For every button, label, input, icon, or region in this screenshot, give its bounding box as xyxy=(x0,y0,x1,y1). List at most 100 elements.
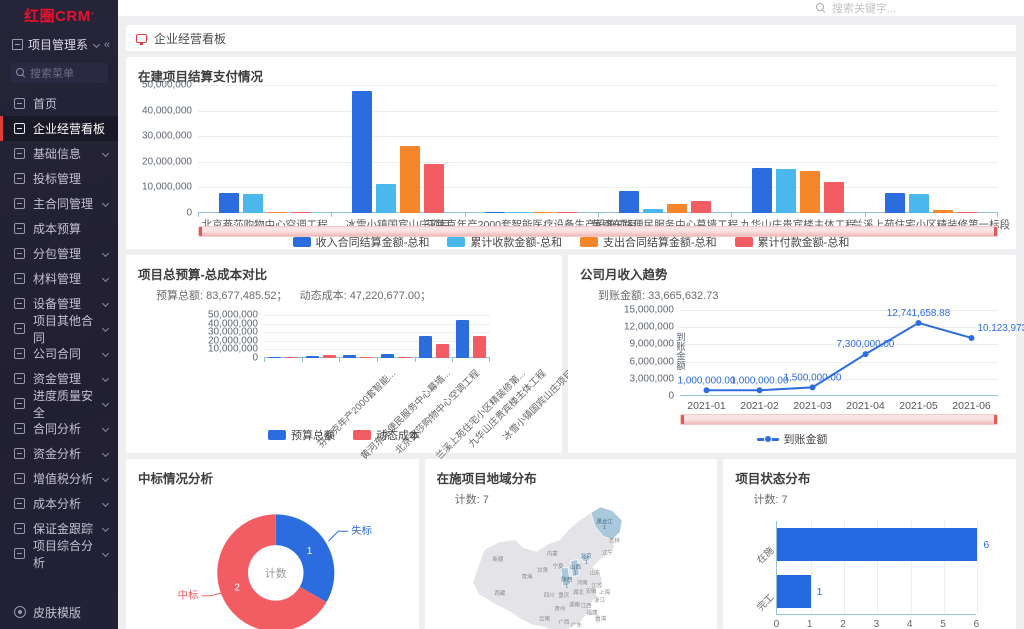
datazoom-handle-left[interactable] xyxy=(681,415,684,424)
legend-item-到账金额[interactable]: 到账金额 xyxy=(756,431,828,447)
sidebar-item-公司合同[interactable]: 公司合同 xyxy=(0,341,118,366)
data-point[interactable] xyxy=(862,351,869,358)
data-point[interactable] xyxy=(703,387,710,394)
bar-收入合同结算金额-总和[interactable] xyxy=(751,168,772,213)
bar-支出合同结算金额-总和[interactable] xyxy=(799,170,820,213)
menu-search-input[interactable]: 搜索菜单 xyxy=(10,63,108,83)
bar-累计付款金额-总和[interactable] xyxy=(557,212,578,213)
bar-动态成本[interactable] xyxy=(322,355,336,358)
bar-预算总额[interactable] xyxy=(343,355,357,358)
sidebar-item-分包管理[interactable]: 分包管理 xyxy=(0,241,118,266)
map-taiwan[interactable] xyxy=(594,613,601,625)
bar-累计付款金额-总和[interactable] xyxy=(290,212,311,213)
income-chart-card: 公司月收入趋势 到账金额: 33,665,632.73 15,000,000 12… xyxy=(568,255,1024,453)
plot-area: 50,000,000 40,000,000 30,000,000 20,000,000… xyxy=(142,80,1010,232)
bar-累计付款金额-总和[interactable] xyxy=(823,182,844,213)
bar-累计收款金额-总和[interactable] xyxy=(775,169,796,213)
bar-支出合同结算金额-总和[interactable] xyxy=(933,210,954,213)
sidebar-item-进度质量安全[interactable]: 进度质量安全 xyxy=(0,389,118,420)
data-point[interactable] xyxy=(968,334,975,341)
pie-slice-失标[interactable] xyxy=(275,514,335,603)
sidebar-item-项目其他合同[interactable]: 项目其他合同 xyxy=(0,314,118,345)
legend-item-收入合同结算金额-总和[interactable]: 收入合同结算金额-总和 xyxy=(292,234,429,250)
sidebar-item-成本分析[interactable]: 成本分析 xyxy=(0,491,118,516)
sidebar-item-投标管理[interactable]: 投标管理 xyxy=(0,166,118,191)
bar-收入合同结算金额-总和[interactable] xyxy=(351,91,372,213)
sidebar-item-增值税分析[interactable]: 增值税分析 xyxy=(0,466,118,491)
sidebar-item-资金管理[interactable]: 资金管理 xyxy=(0,366,118,391)
bar-累计付款金额-总和[interactable] xyxy=(423,164,444,213)
datazoom-slider[interactable] xyxy=(198,226,998,237)
bar-收入合同结算金额-总和[interactable] xyxy=(618,191,639,213)
sidebar-item-主合同管理[interactable]: 主合同管理 xyxy=(0,191,118,216)
bar-在施[interactable] xyxy=(777,528,978,561)
skin-template-button[interactable]: 皮肤模版 xyxy=(0,595,118,629)
datazoom-handle-right[interactable] xyxy=(994,415,997,424)
sidebar-item-保证金跟踪[interactable]: 保证金跟踪 xyxy=(0,516,118,541)
bar-预算总额[interactable] xyxy=(267,356,281,358)
bar-动态成本[interactable] xyxy=(360,357,374,358)
sidebar-item-首页[interactable]: 首页 xyxy=(0,91,118,116)
map-province-北京[interactable] xyxy=(581,553,590,562)
chart-legend: 预算总额 动态成本 xyxy=(126,427,562,443)
y-axis-tick: 40,000,000 xyxy=(141,105,192,117)
bar-累计收款金额-总和[interactable] xyxy=(909,193,930,213)
bar-收入合同结算金额-总和[interactable] xyxy=(885,192,906,213)
sidebar-item-材料管理[interactable]: 材料管理 xyxy=(0,266,118,291)
bar-支出合同结算金额-总和[interactable] xyxy=(666,204,687,213)
bar-累计收款金额-总和[interactable] xyxy=(509,212,530,213)
bar-group xyxy=(301,315,340,362)
bar-预算总额[interactable] xyxy=(418,335,432,358)
map-province-山西[interactable] xyxy=(569,558,580,578)
bar-group xyxy=(331,85,464,217)
bar-动态成本[interactable] xyxy=(397,357,411,358)
x-axis-line xyxy=(198,212,998,213)
bar-累计收款金额-总和[interactable] xyxy=(242,193,263,213)
data-point[interactable] xyxy=(809,384,816,391)
datazoom-slider[interactable] xyxy=(680,414,998,425)
pie-slice-中标[interactable] xyxy=(217,514,327,629)
map-province-黑龙江[interactable] xyxy=(590,506,623,541)
sidebar-item-设备管理[interactable]: 设备管理 xyxy=(0,291,118,316)
bar-支出合同结算金额-总和[interactable] xyxy=(266,211,287,213)
sidebar-item-企业经营看板[interactable]: 企业经营看板 xyxy=(0,116,118,141)
sidebar-item-基础信息[interactable]: 基础信息 xyxy=(0,141,118,166)
x-axis-tick: 2 xyxy=(840,619,846,629)
legend-item-预算总额[interactable]: 预算总额 xyxy=(268,427,335,443)
system-switcher[interactable]: 项目管理系... « xyxy=(0,30,118,59)
bar-预算总额[interactable] xyxy=(305,356,319,358)
data-point[interactable] xyxy=(915,319,922,326)
bar-收入合同结算金额-总和[interactable] xyxy=(485,212,506,213)
map-mainland[interactable] xyxy=(472,506,623,629)
data-point[interactable] xyxy=(756,387,763,394)
legend-item-累计收款金额-总和[interactable]: 累计收款金额-总和 xyxy=(447,234,562,250)
legend-item-累计付款金额-总和[interactable]: 累计付款金额-总和 xyxy=(734,234,849,250)
bar-累计付款金额-总和[interactable] xyxy=(690,201,711,213)
collapse-sidebar-icon[interactable]: « xyxy=(103,38,110,51)
bar-支出合同结算金额-总和[interactable] xyxy=(533,212,554,213)
legend-item-动态成本[interactable]: 动态成本 xyxy=(353,427,420,443)
datazoom-handle-left[interactable] xyxy=(199,227,202,236)
bar-动态成本[interactable] xyxy=(435,344,449,358)
bar-收入合同结算金额-总和[interactable] xyxy=(218,192,239,213)
sidebar-item-成本预算[interactable]: 成本预算 xyxy=(0,216,118,241)
bar-完工[interactable] xyxy=(777,575,811,608)
sidebar-item-资金分析[interactable]: 资金分析 xyxy=(0,441,118,466)
y-axis-tick: 10,000,000 xyxy=(207,343,258,355)
bar-预算总额[interactable] xyxy=(456,320,470,358)
bar-支出合同结算金额-总和[interactable] xyxy=(399,146,420,213)
bar-预算总额[interactable] xyxy=(380,353,394,358)
category-tick xyxy=(489,358,490,362)
bar-累计收款金额-总和[interactable] xyxy=(375,183,396,213)
datazoom-handle-right[interactable] xyxy=(994,227,997,236)
map-label-台湾: 台湾 xyxy=(595,614,606,622)
map-province-陕西[interactable] xyxy=(560,566,571,587)
bar-累计收款金额-总和[interactable] xyxy=(642,209,663,213)
sidebar-item-合同分析[interactable]: 合同分析 xyxy=(0,416,118,441)
bar-累计付款金额-总和[interactable] xyxy=(957,212,978,213)
sidebar-item-项目综合分析[interactable]: 项目综合分析 xyxy=(0,539,118,570)
bar-动态成本[interactable] xyxy=(284,357,298,358)
legend-item-支出合同结算金额-总和[interactable]: 支出合同结算金额-总和 xyxy=(580,234,717,250)
bar-动态成本[interactable] xyxy=(473,335,487,358)
global-search-input[interactable]: 搜索关键字... xyxy=(816,0,946,16)
